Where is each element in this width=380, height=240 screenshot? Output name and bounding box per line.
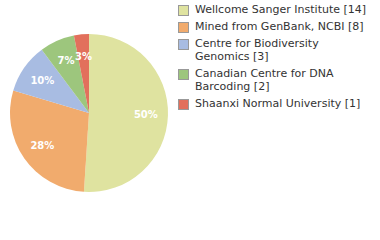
svg-text:28%: 28% <box>30 140 54 151</box>
svg-text:10%: 10% <box>30 75 54 86</box>
html-text:Canadian Centre for DNA Barcod: Canadian Centre for DNA Barcoding [2] <box>195 67 334 93</box>
html-text:Wellcome Sanger Institute [14]: Wellcome Sanger Institute [14] <box>195 3 367 16</box>
html-text:Centre for Biodiversity Genomi: Centre for Biodiversity Genomics [3] <box>195 37 319 63</box>
svg-text:7%: 7% <box>57 55 74 66</box>
html-text:Shaanxi Normal University [1]: Shaanxi Normal University [1] <box>195 97 361 110</box>
html-text:Mined from GenBank, NCBI [8]: Mined from GenBank, NCBI [8] <box>195 20 364 33</box>
svg-text:50%: 50% <box>134 109 158 120</box>
svg-text:3%: 3% <box>75 51 92 62</box>
